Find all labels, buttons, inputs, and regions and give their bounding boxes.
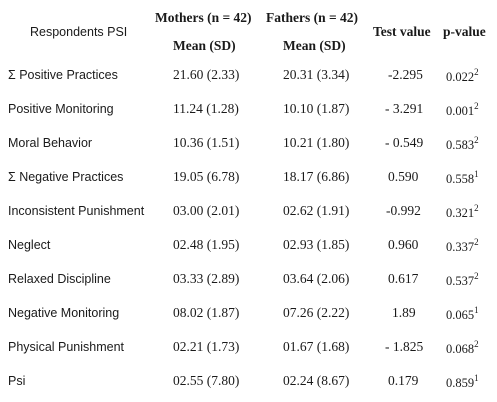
test-value: 1.89 (392, 305, 416, 320)
p-value: 0.0222 (446, 68, 479, 84)
p-value: 0.0012 (446, 102, 479, 118)
row-label: Σ Positive Practices (8, 68, 118, 82)
p-value-superscript: 2 (474, 203, 479, 213)
fathers-value: 07.26 (2.22) (283, 305, 350, 320)
row-label: Inconsistent Punishment (8, 204, 145, 218)
p-value-number: 0.001 (446, 104, 475, 118)
test-value-header: Test value (373, 24, 431, 39)
fathers-value: 03.64 (2.06) (283, 271, 350, 286)
p-value-superscript: 2 (474, 271, 479, 281)
fathers-value: 01.67 (1.68) (283, 339, 350, 354)
p-value: 0.0682 (446, 340, 479, 356)
p-value-number: 0.022 (446, 70, 475, 84)
p-value: 0.5832 (446, 136, 479, 152)
p-value-superscript: 2 (474, 67, 479, 77)
fathers-value: 10.10 (1.87) (283, 101, 350, 116)
row-label: Psi (8, 374, 26, 388)
p-value-superscript: 1 (474, 305, 479, 315)
mothers-value: 21.60 (2.33) (173, 67, 240, 82)
fathers-value: 20.31 (3.34) (283, 67, 350, 82)
fathers-column-header: Fathers (n = 42) (266, 10, 359, 25)
test-value: - 1.825 (385, 339, 424, 354)
row-label: Positive Monitoring (8, 102, 114, 116)
mothers-value: 19.05 (6.78) (173, 169, 240, 184)
fathers-value: 02.24 (8.67) (283, 373, 350, 388)
mothers-value: 02.21 (1.73) (173, 339, 240, 354)
row-label: Σ Negative Practices (8, 170, 124, 184)
p-value-number: 0.859 (446, 376, 475, 390)
mothers-value: 02.55 (7.80) (173, 373, 240, 388)
row-label: Moral Behavior (8, 136, 93, 150)
p-value-number: 0.583 (446, 138, 475, 152)
fathers-value: 18.17 (6.86) (283, 169, 350, 184)
fathers-value: 10.21 (1.80) (283, 135, 350, 150)
test-value: - 0.549 (385, 135, 424, 150)
fathers-value: 02.93 (1.85) (283, 237, 350, 252)
p-value-superscript: 2 (474, 135, 479, 145)
row-label: Neglect (8, 238, 51, 252)
test-value: -0.992 (386, 203, 421, 218)
p-value: 0.5372 (446, 272, 479, 288)
p-value-number: 0.537 (446, 274, 475, 288)
row-label: Physical Punishment (8, 340, 125, 354)
test-value: 0.617 (388, 271, 419, 286)
p-value-number: 0.065 (446, 308, 475, 322)
test-value: 0.590 (388, 169, 419, 184)
p-value: 0.3372 (446, 238, 479, 254)
fathers-value: 02.62 (1.91) (283, 203, 350, 218)
p-value-superscript: 1 (474, 169, 479, 179)
mothers-mean-sd-subheader: Mean (SD) (173, 38, 236, 53)
row-label: Relaxed Discipline (8, 272, 111, 286)
test-value: 0.960 (388, 237, 419, 252)
p-value-superscript: 2 (474, 237, 479, 247)
mothers-value: 08.02 (1.87) (173, 305, 240, 320)
mothers-value: 02.48 (1.95) (173, 237, 240, 252)
mothers-value: 11.24 (1.28) (173, 101, 239, 116)
p-value-number: 0.068 (446, 342, 475, 356)
p-value-superscript: 1 (474, 373, 479, 383)
row-label: Negative Monitoring (8, 306, 120, 320)
p-value: 0.0651 (446, 306, 479, 322)
mothers-value: 03.00 (2.01) (173, 203, 240, 218)
p-value: 0.3212 (446, 204, 479, 220)
mothers-value: 10.36 (1.51) (173, 135, 240, 150)
respondents-psi-header: Respondents PSI (30, 25, 128, 39)
mothers-value: 03.33 (2.89) (173, 271, 240, 286)
p-value-header: p-value (443, 24, 486, 39)
fathers-mean-sd-subheader: Mean (SD) (283, 38, 346, 53)
p-value-number: 0.558 (446, 172, 475, 186)
p-value: 0.5581 (446, 170, 479, 186)
test-value: - 3.291 (385, 101, 424, 116)
test-value: 0.179 (388, 373, 419, 388)
p-value-superscript: 2 (474, 339, 479, 349)
p-value-superscript: 2 (474, 101, 479, 111)
p-value-number: 0.321 (446, 206, 475, 220)
p-value-number: 0.337 (446, 240, 475, 254)
test-value: -2.295 (388, 67, 423, 82)
mothers-column-header: Mothers (n = 42) (155, 10, 252, 25)
p-value: 0.8591 (446, 374, 479, 390)
